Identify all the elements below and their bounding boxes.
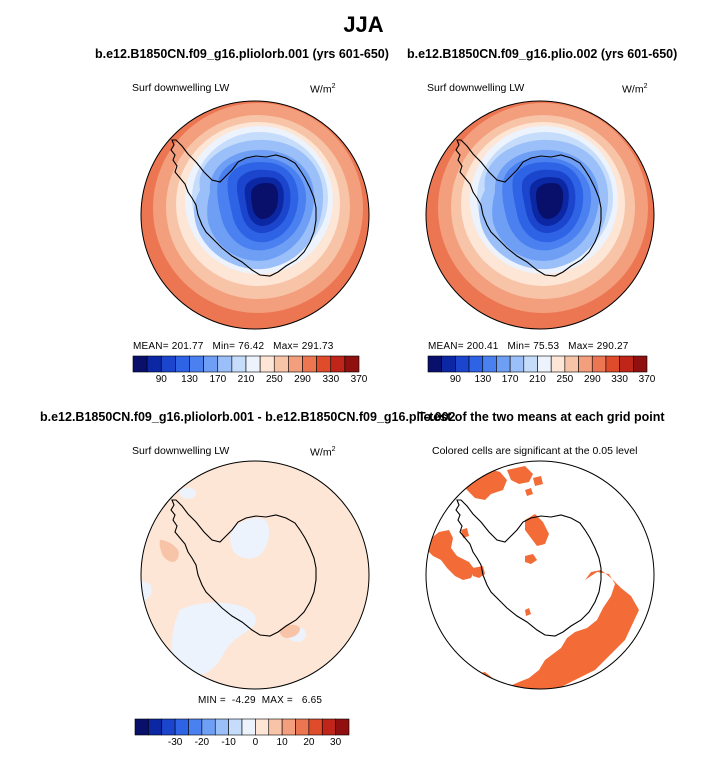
colorbar-swatch	[273, 355, 289, 373]
colorbar-swatch	[281, 718, 296, 736]
colorbar-swatch	[330, 355, 346, 373]
colorbar-swatch	[241, 718, 256, 736]
colorbar-tick-label: 330	[611, 374, 628, 385]
panel-3-stats: MIN = -4.29 MAX = 6.65	[198, 695, 323, 706]
panel-1-title: b.e12.B1850CN.f09_g16.pliolorb.001 (yrs …	[95, 47, 389, 61]
colorbar-tick-label: 290	[294, 374, 311, 385]
colorbar-tick-label: 90	[155, 374, 167, 385]
panel-1-stats: MEAN= 201.77 Min= 76.42 Max= 291.73	[133, 341, 334, 352]
panel-2-variable: Surf downwelling LW	[427, 82, 525, 94]
panel-1-units: W/m2	[310, 83, 336, 96]
colorbar-swatch	[201, 718, 216, 736]
panel-3-variable: Surf downwelling LW	[132, 445, 230, 457]
colorbar-tick-label: 130	[474, 374, 492, 385]
colorbar-swatch	[441, 355, 456, 373]
colorbar-swatch	[308, 718, 323, 736]
colorbar-swatch	[175, 355, 190, 373]
colorbar-swatch	[228, 718, 243, 736]
colorbar-swatch	[132, 355, 148, 373]
panel-2-colorbar-ticks: 90 130 170 210 250 290 330 370	[428, 374, 656, 388]
colorbar-tick-label: 0	[252, 737, 259, 748]
colorbar-swatch	[578, 355, 593, 373]
colorbar-swatch	[188, 718, 203, 736]
panel-4-title: T-test of the two means at each grid poi…	[418, 410, 665, 424]
colorbar-tick-label: -30	[167, 737, 183, 748]
panel-2-units: W/m2	[622, 83, 648, 96]
colorbar-tick-label: 10	[276, 737, 288, 748]
panel-3-title: b.e12.B1850CN.f09_g16.pliolorb.001 - b.e…	[40, 410, 456, 424]
colorbar-swatch	[633, 355, 648, 373]
colorbar-swatch	[605, 355, 620, 373]
colorbar-swatch	[321, 718, 336, 736]
panel-4-subtitle: Colored cells are significant at the 0.0…	[432, 445, 638, 457]
colorbar-swatch	[509, 355, 525, 373]
colorbar-swatch	[174, 718, 189, 736]
colorbar-swatch	[245, 355, 261, 373]
panel-2-title: b.e12.B1850CN.f09_g16.plio.002 (yrs 601-…	[407, 47, 678, 61]
colorbar-tick-label: 170	[209, 374, 227, 385]
panel-1-colorbar-ticks: 90 130 170 210 250 290 330 370	[133, 374, 368, 388]
panel-3-colorbar	[134, 718, 350, 736]
colorbar-tick-label: 370	[350, 374, 368, 385]
panel-3-colorbar-ticks: -30 -20 -10 0 10 20 30	[135, 737, 349, 751]
colorbar-tick-label: 210	[529, 374, 546, 385]
panel-3-units: W/m2	[310, 446, 336, 459]
colorbar-tick-label: -10	[221, 737, 236, 748]
figure-title: JJA	[343, 12, 384, 37]
colorbar-swatch	[231, 355, 247, 373]
colorbar-swatch	[619, 355, 634, 373]
colorbar-swatch	[427, 355, 442, 373]
colorbar-swatch	[148, 718, 163, 736]
colorbar-swatch	[161, 718, 176, 736]
panel-4-map	[425, 460, 655, 690]
colorbar-swatch	[268, 718, 283, 736]
colorbar-swatch	[591, 355, 607, 373]
colorbar-tick-label: 210	[237, 374, 255, 385]
colorbar-swatch	[189, 355, 204, 373]
colorbar-tick-label: -20	[194, 737, 210, 748]
colorbar-tick-label: 370	[638, 374, 656, 385]
panel-1-map	[140, 100, 370, 330]
colorbar-swatch	[550, 355, 566, 373]
panel-1-colorbar	[132, 355, 360, 373]
panel-1-variable: Surf downwelling LW	[132, 82, 230, 94]
colorbar-swatch	[214, 718, 229, 736]
colorbar-tick-label: 290	[583, 374, 601, 385]
colorbar-swatch	[537, 355, 552, 373]
colorbar-swatch	[468, 355, 484, 373]
colorbar-tick-label: 90	[449, 374, 461, 385]
colorbar-tick-label: 30	[330, 737, 342, 748]
colorbar-tick-label: 250	[556, 374, 574, 385]
panel-2-map	[425, 100, 655, 330]
colorbar-swatch	[316, 355, 332, 373]
panel-3-map	[140, 460, 370, 690]
colorbar-swatch	[302, 355, 317, 373]
colorbar-swatch	[564, 355, 579, 373]
colorbar-swatch	[134, 718, 149, 736]
panel-2-colorbar	[427, 355, 648, 373]
colorbar-swatch	[335, 718, 350, 736]
colorbar-tick-label: 170	[501, 374, 519, 385]
panel-2-stats: MEAN= 200.41 Min= 75.53 Max= 290.27	[428, 341, 629, 352]
colorbar-tick-label: 130	[181, 374, 198, 385]
colorbar-swatch	[288, 355, 303, 373]
colorbar-swatch	[146, 355, 162, 373]
colorbar-swatch	[344, 355, 360, 373]
colorbar-tick-label: 250	[265, 374, 283, 385]
colorbar-swatch	[496, 355, 511, 373]
colorbar-swatch	[203, 355, 219, 373]
colorbar-swatch	[523, 355, 538, 373]
colorbar-swatch	[217, 355, 233, 373]
colorbar-swatch	[255, 718, 270, 736]
colorbar-swatch	[295, 718, 310, 736]
colorbar-tick-label: 20	[303, 737, 315, 748]
colorbar-swatch	[160, 355, 176, 373]
colorbar-swatch	[259, 355, 275, 373]
colorbar-swatch	[482, 355, 497, 373]
colorbar-swatch	[455, 355, 470, 373]
colorbar-tick-label: 330	[322, 374, 340, 385]
